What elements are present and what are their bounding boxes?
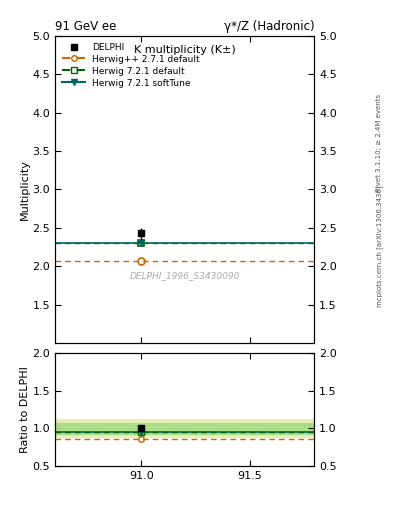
Text: DELPHI_1996_S3430090: DELPHI_1996_S3430090 [130, 271, 240, 280]
Text: γ*/Z (Hadronic): γ*/Z (Hadronic) [224, 20, 314, 33]
Y-axis label: Multiplicity: Multiplicity [20, 159, 29, 220]
Text: K multiplicity (K±): K multiplicity (K±) [134, 45, 235, 55]
Text: 91 GeV ee: 91 GeV ee [55, 20, 116, 33]
Text: Rivet 3.1.10; ≥ 2.4M events: Rivet 3.1.10; ≥ 2.4M events [376, 94, 382, 193]
Legend: DELPHI, Herwig++ 2.7.1 default, Herwig 7.2.1 default, Herwig 7.2.1 softTune: DELPHI, Herwig++ 2.7.1 default, Herwig 7… [59, 40, 202, 91]
Y-axis label: Ratio to DELPHI: Ratio to DELPHI [20, 366, 29, 453]
Bar [55, 423, 314, 434]
Text: mcplots.cern.ch [arXiv:1306.3436]: mcplots.cern.ch [arXiv:1306.3436] [376, 185, 383, 307]
Bar [55, 419, 314, 437]
